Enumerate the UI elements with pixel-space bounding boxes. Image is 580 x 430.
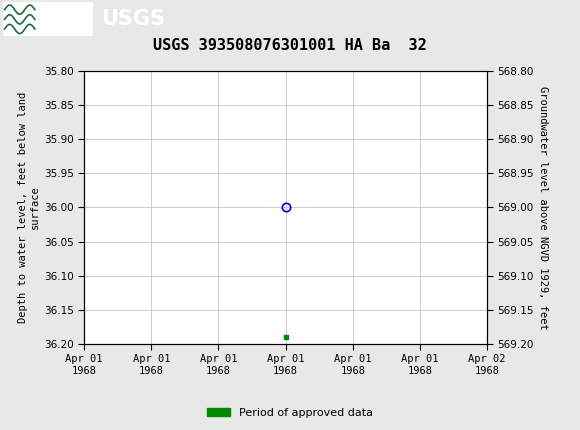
Text: USGS 393508076301001 HA Ba  32: USGS 393508076301001 HA Ba 32 (153, 38, 427, 52)
Text: USGS: USGS (102, 9, 165, 29)
Y-axis label: Groundwater level above NGVD 1929, feet: Groundwater level above NGVD 1929, feet (538, 86, 548, 329)
Y-axis label: Depth to water level, feet below land
surface: Depth to water level, feet below land su… (18, 92, 39, 323)
Legend: Period of approved data: Period of approved data (203, 403, 377, 422)
FancyBboxPatch shape (3, 2, 93, 37)
